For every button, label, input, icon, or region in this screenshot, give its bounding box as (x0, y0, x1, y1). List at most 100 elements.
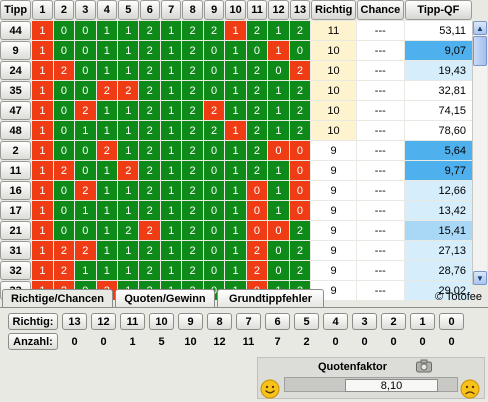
tipp-cell: 2 (139, 81, 160, 100)
header-col-9[interactable]: 9 (203, 0, 225, 20)
scrollbar-thumb[interactable] (473, 36, 487, 66)
tipp-cell: 1 (160, 81, 182, 100)
tipp-cell: 1 (160, 161, 182, 180)
tipp-number[interactable]: 32 (0, 261, 32, 280)
tab-quoten-gewinn[interactable]: Quoten/Gewinn (115, 289, 215, 307)
table-row[interactable]: 9 1 0 0 1 1 2 1 2 0 1 0 1 0 10 --- 9,07 (0, 41, 473, 60)
tipp-cell: 1 (225, 41, 246, 60)
tipp-number[interactable]: 17 (0, 201, 32, 220)
tipp-cell: 0 (75, 21, 96, 40)
tipp-cell: 2 (75, 101, 96, 120)
smiley-sad-icon[interactable] (460, 379, 480, 399)
header-col-11[interactable]: 11 (246, 0, 268, 20)
chance-cell: --- (356, 81, 404, 100)
stats-richtig-8: 8 (207, 313, 232, 330)
header-tipp-qf[interactable]: Tipp-QF (404, 0, 472, 20)
quotenfaktor-panel: Quotenfaktor 8,10 (257, 357, 485, 399)
stats-anzahl-5: 2 (303, 335, 310, 348)
chevron-down-icon[interactable]: ▼ (473, 271, 487, 285)
tipp-number[interactable]: 2 (0, 141, 32, 160)
tipp-cell: 1 (75, 201, 96, 220)
table-row[interactable]: 17 1 0 1 1 1 2 1 2 0 1 0 1 0 9 --- 13,42 (0, 201, 473, 220)
header-col-2[interactable]: 2 (53, 0, 75, 20)
tipp-cell: 0 (246, 41, 268, 60)
table-row[interactable]: 24 1 2 0 1 1 2 1 2 0 1 2 0 2 10 --- 19,43 (0, 61, 473, 80)
tipp-number[interactable]: 48 (0, 121, 32, 140)
tipp-cell: 2 (182, 61, 203, 80)
tipp-number[interactable]: 11 (0, 161, 32, 180)
header-richtig[interactable]: Richtig (311, 0, 357, 20)
tipp-number[interactable]: 21 (0, 221, 32, 240)
tipp-cell: 0 (246, 201, 268, 220)
tipp-cell: 1 (225, 141, 246, 160)
tipp-number[interactable]: 44 (0, 21, 32, 40)
tipp-number[interactable]: 16 (0, 181, 32, 200)
header-col-6[interactable]: 6 (139, 0, 160, 20)
tipp-cell: 2 (75, 241, 96, 260)
tipp-cell: 2 (246, 61, 268, 80)
quotenfaktor-track[interactable]: 8,10 (284, 377, 458, 392)
quotenfaktor-title: Quotenfaktor (318, 361, 388, 373)
tipp-cell: 1 (118, 241, 139, 260)
tipp-cell: 0 (53, 81, 75, 100)
table-row[interactable]: 47 1 0 2 1 1 2 1 2 2 1 2 1 2 10 --- 74,15 (0, 101, 473, 120)
header-col-12[interactable]: 12 (268, 0, 289, 20)
table-row[interactable]: 21 1 0 0 1 2 2 1 2 0 1 0 0 2 9 --- 15,41 (0, 221, 473, 240)
smiley-happy-icon[interactable] (260, 379, 280, 399)
tipp-cell: 1 (268, 201, 289, 220)
tipp-cell: 1 (118, 121, 139, 140)
stats-richtig-4: 4 (323, 313, 348, 330)
stats-richtig-7: 7 (236, 313, 261, 330)
vertical-scrollbar[interactable]: ▲ ▼ (472, 21, 487, 285)
tipp-cell: 2 (139, 41, 160, 60)
tab-grundtippfehler[interactable]: Grundtippfehler (217, 289, 324, 307)
header-col-1[interactable]: 1 (32, 0, 53, 20)
tipp-cell: 1 (32, 221, 53, 240)
header-col-7[interactable]: 7 (160, 0, 182, 20)
header-col-3[interactable]: 3 (75, 0, 96, 20)
tipp-cell: 1 (96, 241, 118, 260)
header-col-10[interactable]: 10 (225, 0, 246, 20)
tab-richtige-chancen[interactable]: Richtige/Chancen (2, 289, 113, 308)
table-row[interactable]: 11 1 2 0 1 2 2 1 2 0 1 2 1 0 9 --- 9,77 (0, 161, 473, 180)
table-row[interactable]: 35 1 0 0 2 2 2 1 2 0 1 2 1 2 10 --- 32,81 (0, 81, 473, 100)
tipp-number[interactable]: 47 (0, 101, 32, 120)
header-col-4[interactable]: 4 (96, 0, 118, 20)
table-row[interactable]: 44 1 0 0 1 1 2 1 2 2 1 2 1 2 11 --- 53,11 (0, 21, 473, 40)
stats-anzahl-13: 0 (71, 335, 78, 348)
tipp-cell: 1 (32, 161, 53, 180)
tipp-cell: 1 (160, 221, 182, 240)
tipp-cell: 2 (182, 21, 203, 40)
header-col-5[interactable]: 5 (118, 0, 139, 20)
table-row[interactable]: 16 1 0 2 1 1 2 1 2 0 1 0 1 0 9 --- 12,66 (0, 181, 473, 200)
copyright-label: © Totofee (434, 291, 482, 303)
tipp-cell: 1 (32, 21, 53, 40)
tipp-qf-cell: 53,11 (404, 21, 473, 40)
tipp-number[interactable]: 35 (0, 81, 32, 100)
stats-anzahl-6: 7 (274, 335, 281, 348)
tipp-cell: 2 (246, 101, 268, 120)
tipp-cell: 1 (225, 201, 246, 220)
tipp-cell: 1 (118, 101, 139, 120)
tipp-qf-cell: 5,64 (404, 141, 473, 160)
header-chance[interactable]: Chance (357, 0, 404, 20)
tipp-number[interactable]: 9 (0, 41, 32, 60)
table-row[interactable]: 31 1 2 2 1 1 2 1 2 0 1 2 0 2 9 --- 27,13 (0, 241, 473, 260)
table-row[interactable]: 2 1 0 0 2 1 2 1 2 0 1 2 0 0 9 --- 5,64 (0, 141, 473, 160)
tipp-number[interactable]: 31 (0, 241, 32, 260)
table-row[interactable]: 32 1 2 1 1 1 2 1 2 0 1 2 0 2 9 --- 28,76 (0, 261, 473, 280)
tipp-cell: 2 (139, 161, 160, 180)
header-col-8[interactable]: 8 (182, 0, 203, 20)
header-col-13[interactable]: 13 (289, 0, 311, 20)
tipp-cell: 0 (75, 161, 96, 180)
tipp-number[interactable]: 24 (0, 61, 32, 80)
tipp-qf-cell: 32,81 (404, 81, 473, 100)
chevron-up-icon[interactable]: ▲ (473, 21, 487, 35)
header-tipp[interactable]: Tipp (0, 0, 32, 20)
quotenfaktor-value[interactable]: 8,10 (345, 379, 438, 392)
tipp-cell: 2 (203, 121, 225, 140)
camera-icon[interactable] (416, 359, 432, 373)
table-row[interactable]: 48 1 0 1 1 1 2 1 2 2 1 2 1 2 10 --- 78,60 (0, 121, 473, 140)
richtig-cell: 9 (311, 181, 356, 200)
tipp-cell: 1 (160, 241, 182, 260)
